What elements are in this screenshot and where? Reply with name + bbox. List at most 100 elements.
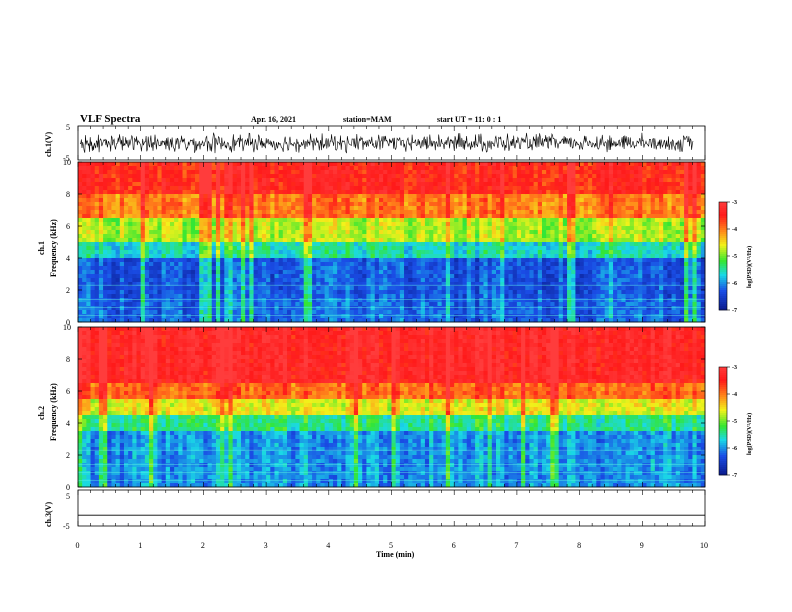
ch1-spec-cell [537,194,543,199]
ch1-spec-cell [341,282,346,287]
ch1-spec-cell [295,162,300,167]
ch1-spec-cell [349,294,355,299]
ch1-spec-cell [470,202,476,207]
ch1-spec-cell [136,314,142,319]
ch1-spec-cell [140,190,146,195]
ch1-spec-cell [82,250,87,255]
ch1-spec-cell [207,286,213,291]
ch1-spec-cell [525,242,530,247]
ch1-spec-cell [391,202,397,207]
ch1-spec-cell [562,286,568,291]
ch1-spec-cell [103,250,108,255]
ch1-spec-cell [374,258,380,263]
ch1-spec-cell [220,290,225,295]
ch1-spec-cell [458,266,463,271]
ch1-spec-cell [374,174,380,179]
ch1-spec-cell [374,286,380,291]
ch1-spec-cell [182,318,188,323]
ch1-spec-cell [312,238,317,243]
ch1-spec-cell [182,202,188,207]
ch1-spec-cell [211,246,217,251]
ch1-spec-cell [123,266,129,271]
ch1-spec-cell [98,190,104,195]
ch1-spec-cell [165,298,171,303]
ch1-spec-cell [424,178,430,183]
ch1-spec-cell [429,286,434,291]
ch1-spec-cell [554,226,560,231]
ch1-spec-cell [107,242,112,247]
ch1-spec-cell [521,286,526,291]
ch1-spec-cell [195,274,200,279]
ch1-spec-cell [416,210,422,215]
ch1-spec-cell [470,230,476,235]
ch1-spec-cell [512,290,518,295]
ch1-spec-cell [299,234,305,239]
ch1-spec-cell [123,310,129,315]
ch1-spec-cell [282,298,288,303]
ch1-spec-cell [437,302,443,307]
ch1-spec-cell [420,294,426,299]
ch1-spec-cell [182,170,188,175]
ch1-spec-cell [408,218,413,223]
ch1-spec-cell [429,198,434,203]
ch1-spec-cell [132,174,137,179]
ch1-spec-cell [107,206,112,211]
ch1-spec-cell [500,178,505,183]
ch1-spec-cell [123,190,129,195]
ch1-spec-cell [533,230,539,235]
ch1-spec-cell [86,258,91,263]
ch1-spec-cell [550,210,555,215]
ch1-spec-cell [504,290,509,295]
ch1-spec-cell [232,278,238,283]
ch1-spec-cell [491,318,497,323]
ch1-spec-cell [383,294,388,299]
ch1-spec-cell [433,190,438,195]
ch1-spec-cell [437,242,443,247]
ch1-spec-cell [140,186,146,191]
ch1-spec-cell [450,242,455,247]
ch1-spec-cell [266,182,271,187]
ch1-spec-cell [207,166,213,171]
ch1-spec-cell [345,302,351,307]
ch1-spec-cell [458,306,463,311]
ch1-spec-cell [546,246,551,251]
ch1-spec-cell [241,242,246,247]
ch1-spec-cell [282,282,288,287]
ch1-spec-cell [508,242,514,247]
ch1-spec-cell [287,222,292,227]
ch1-spec-cell [190,290,196,295]
ch1-spec-cell [337,206,342,211]
ch1-spec-cell [575,258,580,263]
ch1-spec-cell [320,198,326,203]
ch1-spec-cell [178,262,183,267]
ch1-spec-cell [362,310,367,315]
ch1-spec-cell [199,190,204,195]
ch1-spec-cell [424,254,430,259]
ch1-spec-cell [395,306,401,311]
ch1-spec-cell [241,218,246,223]
ch1-spec-cell [424,246,430,251]
ch1-spec-cell [500,294,505,299]
ch1-spec-cell [399,198,405,203]
ch1-spec-cell [512,238,518,243]
ch1-spec-cell [123,302,129,307]
ch1-spec-cell [558,290,564,295]
ch1-spec-cell [82,318,87,323]
ch1-spec-cell [328,198,334,203]
ch1-spec-cell [579,194,585,199]
ch1-spec-cell [424,226,430,231]
ch1-spec-cell [378,290,384,295]
ch1-spec-cell [470,262,476,267]
ch1-spec-cell [282,170,288,175]
ch1-spec-cell [374,194,380,199]
ch1-spec-cell [562,258,568,263]
ch1-spec-cell [199,290,204,295]
ch1-spec-cell [169,310,175,315]
ch1-spec-cell [211,202,217,207]
ch1-spec-cell [157,318,162,323]
ch1-spec-cell [165,178,171,183]
ch1-spec-cell [111,294,117,299]
ch1-spec-cell [541,266,547,271]
ch1-spec-cell [383,206,388,211]
ch1-spec-cell [90,238,96,243]
